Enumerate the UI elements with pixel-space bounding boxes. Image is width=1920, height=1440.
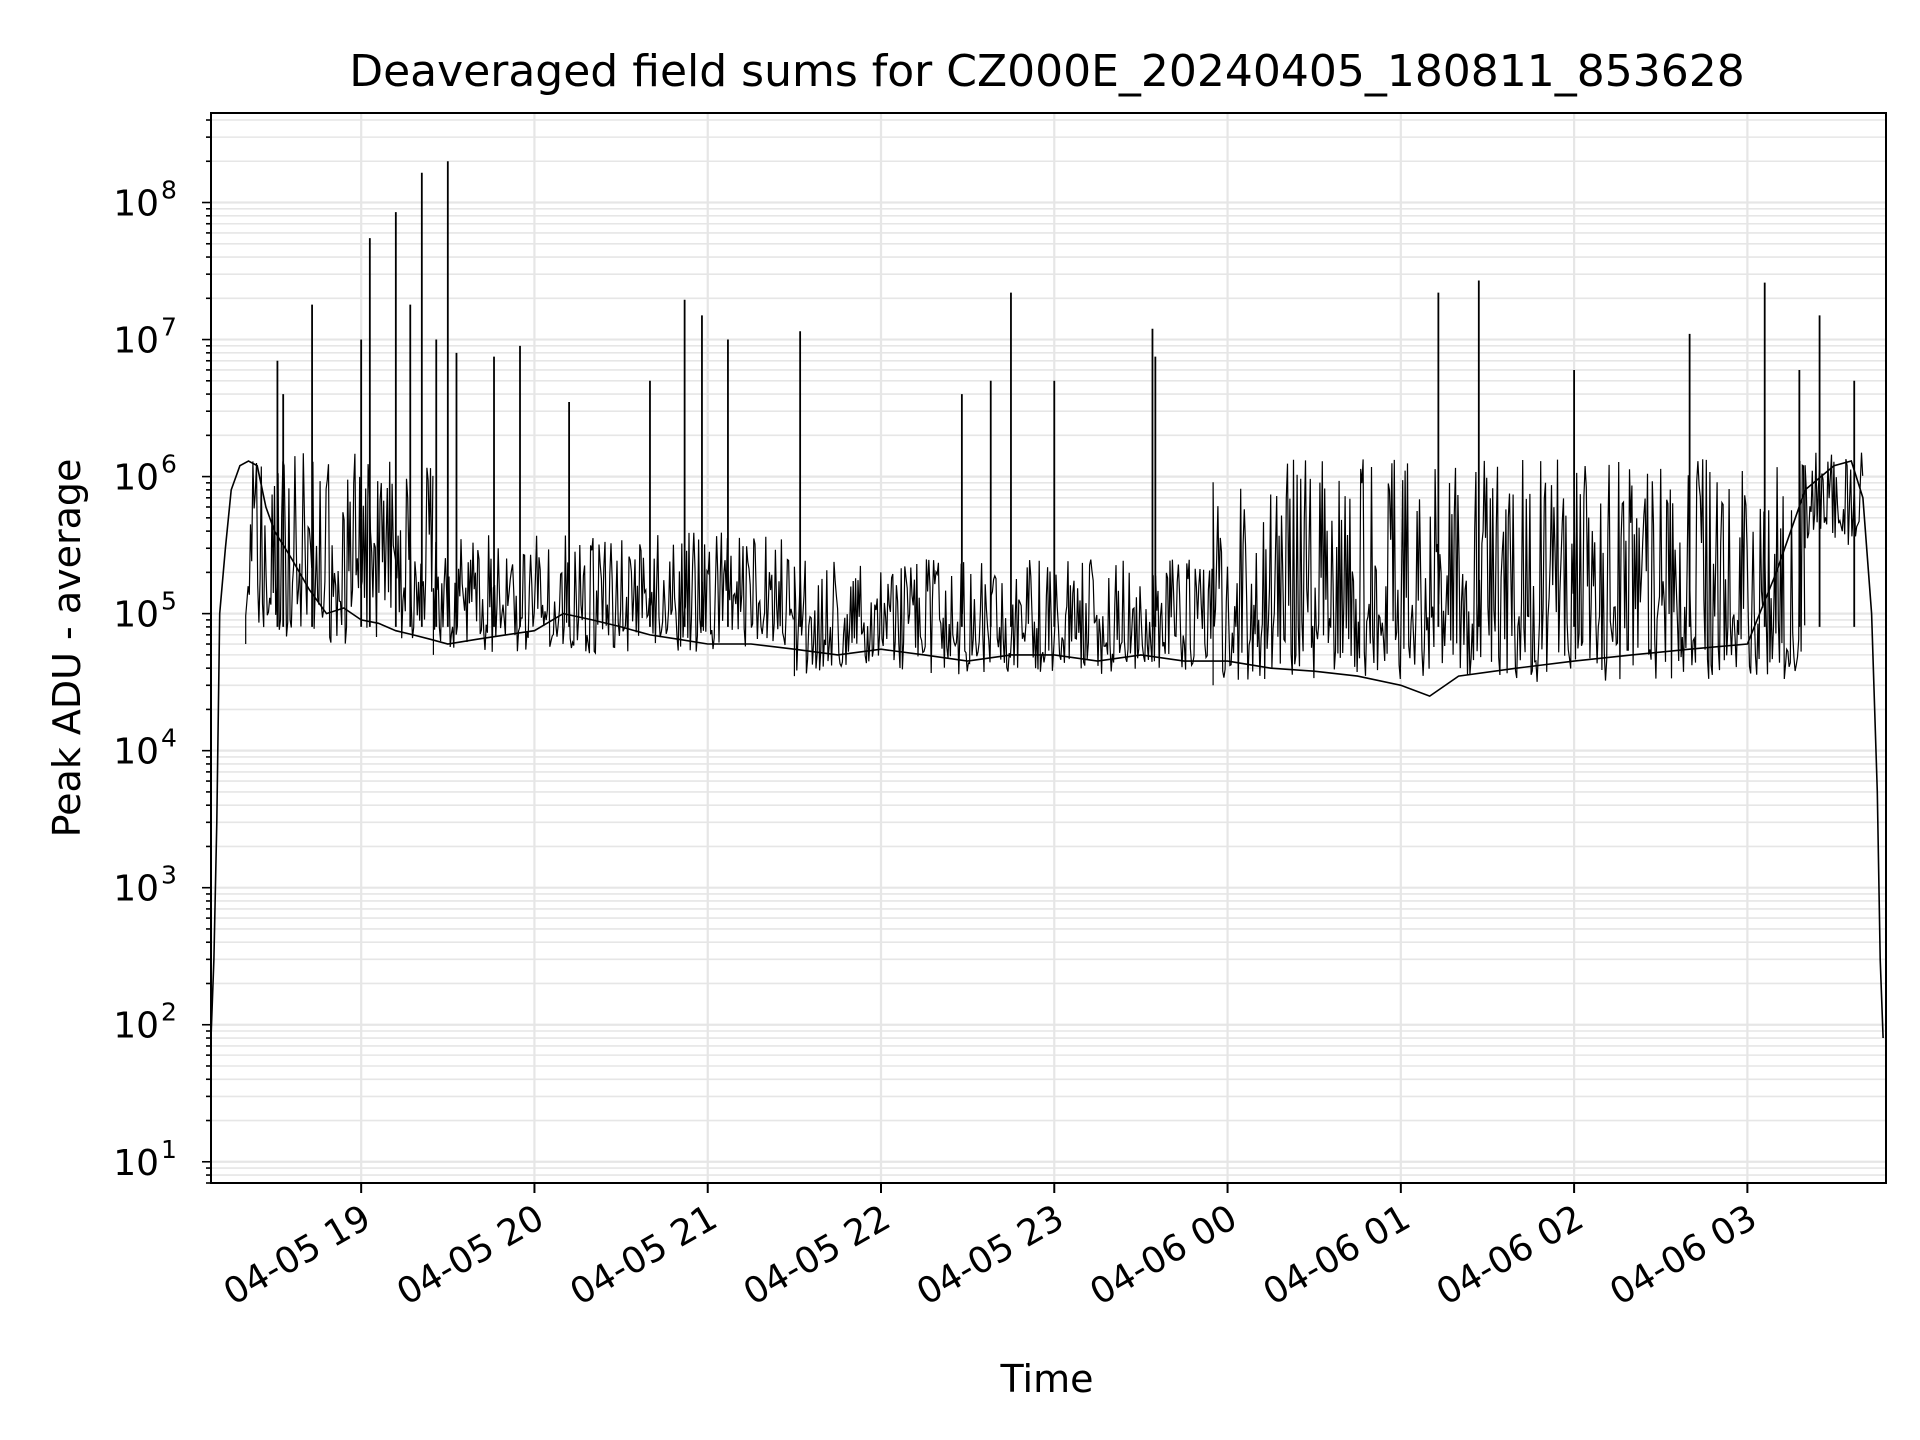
y-axis-label: Peak ADU - average xyxy=(45,459,89,838)
data-band-segment xyxy=(245,453,434,644)
y-tick-label: 10 xyxy=(113,1143,159,1184)
data-band-segment xyxy=(1212,459,1806,686)
data-band-segment xyxy=(1804,452,1864,549)
y-tick-label: 10 xyxy=(113,458,159,499)
plot-frame xyxy=(210,112,1887,1184)
y-tick-exponent: 5 xyxy=(161,587,177,616)
y-tick-exponent: 4 xyxy=(161,724,177,753)
data-band-segment xyxy=(432,532,794,655)
y-tick-label: 10 xyxy=(113,184,159,225)
y-tick-label: 10 xyxy=(113,1006,159,1047)
y-tick-label: 10 xyxy=(113,732,159,773)
y-tick-exponent: 8 xyxy=(161,176,177,205)
y-tick-exponent: 7 xyxy=(161,313,177,342)
y-tick-exponent: 6 xyxy=(161,450,177,479)
data-layer xyxy=(210,161,1884,1039)
y-tick-label: 10 xyxy=(113,595,159,636)
x-axis-label: Time xyxy=(1000,1357,1094,1401)
y-tick-exponent: 2 xyxy=(161,998,177,1027)
y-tick-exponent: 3 xyxy=(161,861,177,890)
data-band-segment xyxy=(793,559,1213,677)
y-tick-label: 10 xyxy=(113,869,159,910)
chart-title: Deaveraged field sums for CZ000E_2024040… xyxy=(349,46,1745,97)
y-tick-exponent: 1 xyxy=(161,1135,177,1164)
y-tick-label: 10 xyxy=(113,321,159,362)
